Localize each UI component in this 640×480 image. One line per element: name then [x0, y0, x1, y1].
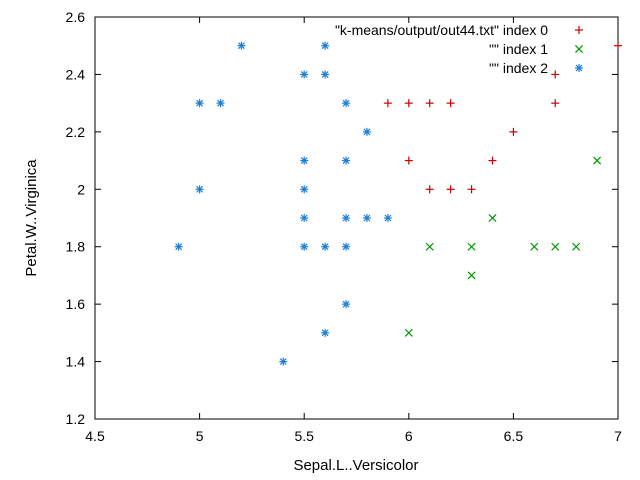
data-point-series-0 [551, 70, 560, 79]
data-point-series-2 [300, 70, 309, 79]
legend-marker [575, 26, 583, 34]
plot-frame [94, 16, 619, 420]
data-point-series-0 [614, 41, 622, 50]
data-point-series-2 [342, 99, 351, 108]
data-point-series-2 [300, 185, 309, 194]
data-point-series-0 [446, 185, 455, 194]
y-tick-label: 2.2 [66, 124, 86, 140]
x-tick-label: 4.5 [85, 428, 105, 444]
data-point-series-0 [425, 185, 434, 194]
data-point-series-0 [467, 185, 476, 194]
data-point-series-2 [237, 41, 246, 50]
x-axis-title: Sepal.L..Versicolor [293, 457, 418, 474]
data-point-series-0 [551, 99, 560, 108]
axis-ticks [94, 16, 619, 420]
y-tick-label: 1.2 [66, 411, 86, 427]
data-point-series-0 [404, 156, 413, 165]
legend-label: "" index 1 [489, 41, 548, 57]
y-tick-label: 2.4 [66, 66, 86, 82]
data-point-series-1 [404, 328, 413, 337]
x-tick-label: 5.5 [294, 428, 314, 444]
y-tick-label: 1.4 [66, 354, 86, 370]
data-point-series-2 [321, 242, 330, 251]
data-point-series-1 [425, 242, 434, 251]
data-point-series-1 [572, 242, 581, 251]
data-point-series-2 [279, 357, 288, 366]
y-tick-label: 2 [77, 181, 85, 197]
x-tick-label: 7 [614, 428, 622, 444]
legend: "k-means/output/out44.txt" index 0 "" ind… [335, 22, 584, 76]
data-point-series-2 [216, 99, 225, 108]
data-point-series-2 [362, 214, 371, 222]
x-tick-label: 6.5 [504, 428, 524, 444]
data-point-series-1 [551, 242, 560, 251]
data-point-series-0 [509, 127, 518, 136]
data-point-series-1 [488, 213, 497, 223]
data-point-series-1 [593, 156, 602, 165]
data-points [174, 41, 622, 366]
data-point-series-2 [300, 214, 309, 222]
data-point-series-0 [425, 99, 434, 108]
data-point-series-0 [404, 99, 413, 108]
data-point-series-0 [383, 99, 392, 108]
data-point-series-1 [467, 271, 476, 280]
y-tick-label: 1.8 [66, 239, 86, 255]
x-tick-label: 6 [405, 428, 413, 444]
y-tick-label: 2.6 [66, 9, 86, 25]
data-point-series-2 [300, 242, 309, 251]
data-point-series-0 [446, 99, 455, 108]
y-tick-label: 1.6 [66, 296, 86, 312]
data-point-series-2 [195, 185, 204, 194]
data-point-series-2 [321, 70, 330, 79]
data-point-series-1 [467, 242, 476, 251]
data-point-series-2 [321, 328, 330, 337]
data-point-series-2 [342, 214, 351, 222]
legend-label: "" index 2 [489, 60, 548, 76]
data-point-series-2 [362, 127, 371, 136]
legend-label: "k-means/output/out44.txt" index 0 [335, 22, 548, 38]
data-point-series-2 [342, 242, 351, 251]
y-axis-title: Petal.W..Virginica [23, 159, 40, 277]
data-point-series-2 [300, 156, 309, 165]
tick-labels: 4.5 5 5.5 6 6.5 7 1.2 1.4 1.6 1.8 2 2.2 2.4 2.6 [66, 9, 623, 444]
data-point-series-1 [530, 242, 539, 251]
data-point-series-2 [195, 99, 204, 108]
data-point-series-2 [383, 214, 392, 222]
legend-marker [574, 44, 584, 54]
legend-marker [575, 64, 583, 72]
data-point-series-2 [342, 156, 351, 165]
data-point-series-2 [342, 300, 351, 309]
x-tick-label: 5 [196, 428, 204, 444]
data-point-series-2 [174, 242, 183, 251]
data-point-series-0 [488, 156, 497, 165]
data-point-series-2 [321, 41, 330, 50]
